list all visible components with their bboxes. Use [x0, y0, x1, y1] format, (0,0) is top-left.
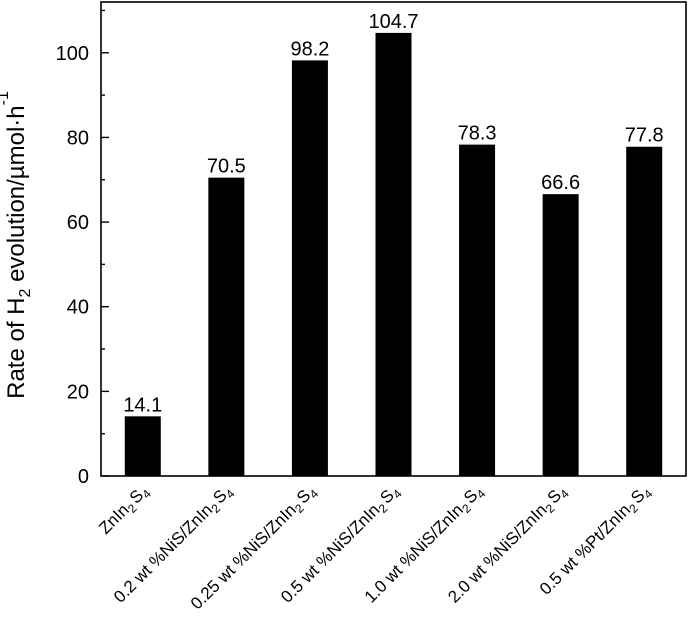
data-label: 98.2 [290, 38, 329, 60]
bar [208, 177, 245, 477]
bar [124, 416, 161, 476]
bar [542, 194, 579, 476]
bar [459, 144, 496, 476]
bar [291, 60, 328, 477]
data-label: 70.5 [207, 156, 246, 178]
y-axis-ticks: 0 20 40 60 80 100 [56, 9, 109, 488]
bar [626, 146, 663, 476]
category-label: 0.25 wt %NiS/ZnIn2 S4 [187, 479, 323, 615]
data-label: 78.3 [458, 123, 497, 145]
y-tick-label: 20 [67, 381, 89, 403]
value-labels: 14.1 70.5 98.2 104.7 78.3 66.6 77.8 [123, 11, 663, 416]
data-label: 104.7 [368, 11, 418, 33]
data-label: 66.6 [541, 172, 580, 194]
y-tick-label: 80 [67, 127, 89, 149]
y-tick-label: 100 [56, 43, 89, 65]
data-label: 14.1 [123, 394, 162, 416]
bar [375, 32, 412, 476]
bars [124, 32, 663, 477]
y-axis-title: Rate of H2​ evolution/µmol·h-1​ [0, 91, 34, 399]
y-tick-label: 40 [67, 297, 89, 319]
y-tick-label: 60 [67, 212, 89, 234]
category-labels: ZnIn2 S4 0.2 wt %NiS/ZnIn2 S4 0.25 wt %N… [95, 479, 655, 615]
y-tick-label: 0 [78, 466, 89, 488]
data-label: 77.8 [625, 125, 664, 147]
category-label: ZnIn2 S4 [95, 479, 156, 540]
